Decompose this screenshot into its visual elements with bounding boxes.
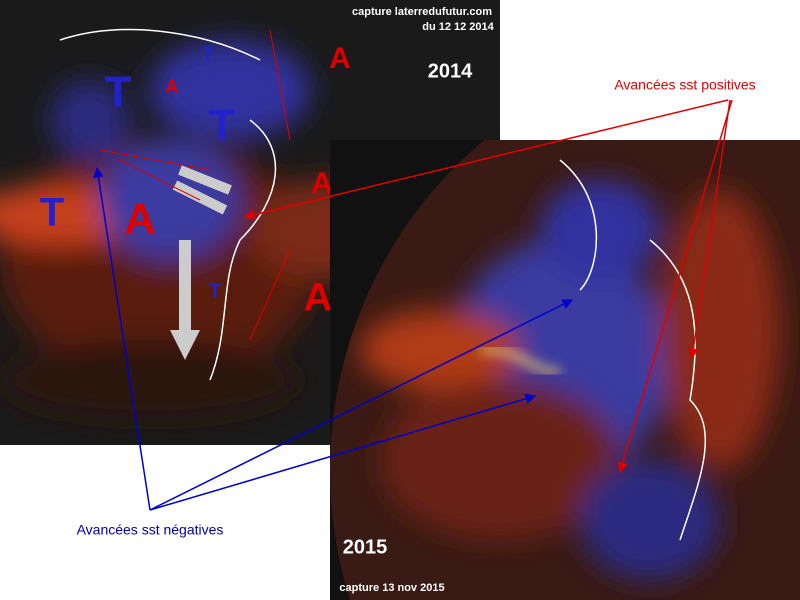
map-label: A — [329, 42, 351, 75]
year: 2014 — [428, 60, 473, 82]
caption: capture 13 nov 2015 — [339, 582, 444, 594]
annotation-positive: Avancées sst positives — [614, 77, 755, 93]
map-label: A — [166, 77, 179, 97]
map-label: T — [209, 101, 236, 150]
map-label: T — [202, 43, 214, 65]
map-label: T — [105, 68, 132, 117]
map-label: A — [304, 276, 333, 320]
map-label: T — [40, 191, 64, 235]
negative-arrows — [93, 166, 573, 511]
year: 2015 — [343, 536, 388, 558]
map-2015 — [330, 140, 800, 600]
positive-arrows — [243, 99, 733, 474]
map-label: T — [209, 280, 221, 302]
caption: capture laterredufutur.com — [352, 6, 492, 18]
map-labels: T A T A T A T A T A — [40, 42, 351, 320]
map-label: A — [124, 195, 156, 244]
annotation-negative: Avancées sst négatives — [77, 522, 224, 538]
map-label: A — [311, 167, 333, 200]
date: du 12 12 2014 — [422, 21, 494, 33]
